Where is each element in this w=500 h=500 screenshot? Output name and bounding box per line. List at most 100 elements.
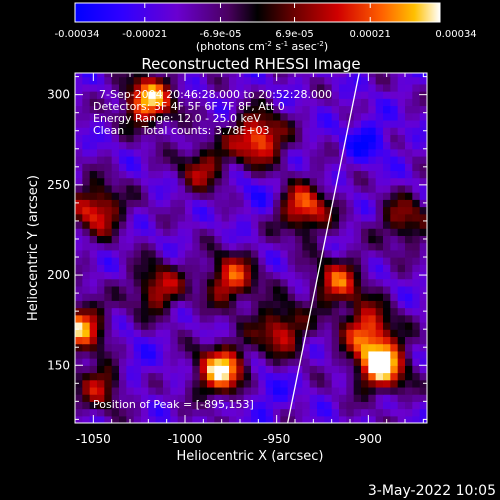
- heatmap-cell: [199, 408, 208, 417]
- heatmap-cell: [207, 184, 215, 193]
- heatmap-cell: [82, 415, 91, 423]
- heatmap-cell: [412, 350, 421, 359]
- heatmap-cell: [243, 119, 252, 128]
- heatmap-cell: [412, 105, 421, 114]
- heatmap-cell: [331, 206, 340, 215]
- heatmap-cell: [192, 220, 201, 229]
- heatmap-cell: [287, 343, 296, 352]
- heatmap-cell: [221, 358, 230, 366]
- heatmap-cell: [199, 170, 208, 179]
- heatmap-cell: [324, 91, 333, 99]
- heatmap-cell: [412, 213, 421, 222]
- heatmap-cell: [221, 105, 230, 114]
- heatmap-cell: [214, 134, 223, 143]
- heatmap-cell: [280, 307, 289, 316]
- heatmap-cell: [295, 155, 303, 164]
- heatmap-cell: [412, 206, 421, 215]
- heatmap-cell: [287, 329, 296, 338]
- heatmap-cell: [141, 307, 149, 316]
- heatmap-cell: [397, 314, 406, 323]
- heatmap-cell: [119, 170, 127, 179]
- heatmap-cell: [361, 206, 369, 215]
- heatmap-cell: [258, 170, 267, 179]
- heatmap-cell: [126, 307, 135, 316]
- heatmap-cell: [390, 155, 399, 164]
- heatmap-cell: [199, 141, 208, 150]
- heatmap-cell: [353, 73, 362, 78]
- heatmap-cell: [324, 163, 333, 172]
- heatmap-cell: [309, 119, 318, 128]
- heatmap-cell: [405, 386, 413, 395]
- heatmap-cell: [119, 148, 127, 157]
- heatmap-cell: [324, 177, 333, 186]
- heatmap-cell: [163, 314, 171, 323]
- heatmap-cell: [317, 141, 325, 150]
- heatmap-cell: [192, 408, 201, 417]
- heatmap-cell: [229, 98, 237, 107]
- heatmap-cell: [280, 228, 289, 236]
- heatmap-cell: [148, 293, 157, 301]
- heatmap-cell: [346, 220, 355, 229]
- heatmap-cell: [353, 365, 362, 374]
- heatmap-cell: [133, 228, 142, 236]
- heatmap-cell: [405, 235, 413, 244]
- heatmap-cell: [119, 386, 127, 395]
- heatmap-cell: [280, 408, 289, 417]
- heatmap-cell: [273, 134, 281, 143]
- heatmap-cell: [82, 307, 91, 316]
- heatmap-cell: [229, 358, 237, 366]
- heatmap-cell: [375, 220, 384, 229]
- heatmap-cell: [133, 358, 142, 366]
- heatmap-cell: [302, 321, 311, 330]
- heatmap-cell: [192, 329, 201, 338]
- heatmap-cell: [199, 358, 208, 366]
- heatmap-cell: [163, 242, 171, 251]
- heatmap-cell: [229, 343, 237, 352]
- heatmap-cell: [375, 213, 384, 222]
- heatmap-cell: [126, 141, 135, 150]
- heatmap-cell: [258, 98, 267, 107]
- heatmap-cell: [82, 199, 91, 208]
- heatmap-cell: [75, 206, 83, 215]
- heatmap-cell: [229, 134, 237, 143]
- heatmap-cell: [419, 314, 427, 323]
- y-axis-label: Heliocentric Y (arcsec): [26, 175, 41, 321]
- heatmap-cell: [375, 76, 384, 85]
- heatmap-cell: [353, 249, 362, 258]
- heatmap-cell: [265, 235, 274, 244]
- heatmap-cell: [229, 105, 237, 114]
- heatmap-cell: [163, 213, 171, 222]
- heatmap-cell: [375, 386, 384, 395]
- heatmap-cell: [207, 358, 215, 366]
- heatmap-cell: [229, 119, 237, 128]
- heatmap-cell: [82, 379, 91, 388]
- heatmap-cell: [287, 314, 296, 323]
- heatmap-cell: [251, 336, 259, 345]
- heatmap-cell: [412, 285, 421, 294]
- heatmap-cell: [214, 379, 223, 388]
- heatmap-cell: [368, 401, 377, 410]
- heatmap-cell: [383, 350, 391, 359]
- heatmap-cell: [302, 134, 311, 143]
- heatmap-cell: [199, 127, 208, 135]
- heatmap-cell: [163, 127, 171, 135]
- heatmap-cell: [119, 98, 127, 107]
- heatmap-cell: [265, 358, 274, 366]
- x-tick-label: -1050: [76, 432, 111, 446]
- heatmap-cell: [97, 235, 105, 244]
- heatmap-cell: [148, 271, 157, 280]
- heatmap-cell: [163, 300, 171, 309]
- heatmap-cell: [214, 177, 223, 186]
- heatmap-cell: [163, 278, 171, 287]
- heatmap-cell: [214, 293, 223, 301]
- heatmap-cell: [221, 83, 230, 92]
- heatmap-cell: [419, 408, 427, 417]
- heatmap-cell: [82, 73, 91, 78]
- heatmap-cell: [419, 278, 427, 287]
- heatmap-cell: [221, 394, 230, 402]
- heatmap-cell: [75, 170, 83, 179]
- heatmap-cell: [221, 235, 230, 244]
- heatmap-cell: [104, 83, 113, 92]
- heatmap-cell: [346, 365, 355, 374]
- heatmap-cell: [251, 228, 259, 236]
